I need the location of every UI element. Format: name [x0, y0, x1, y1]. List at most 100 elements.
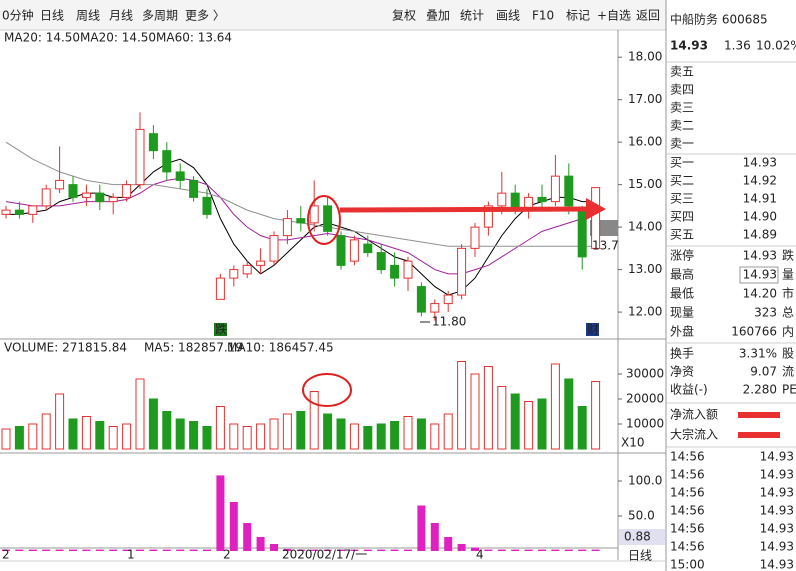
stat-value: 14.93: [743, 268, 777, 282]
y-tick-label: 15.00: [628, 177, 662, 191]
flow-bar: [738, 412, 780, 418]
indicator-bar: [444, 537, 453, 551]
volume-bar: [1, 428, 11, 450]
event-icon: [214, 323, 227, 336]
buy-label: 买二: [670, 174, 694, 188]
candle-body: [564, 175, 574, 207]
tab[interactable]: 月线: [109, 9, 133, 23]
volume-bar: [349, 423, 359, 450]
fund-value: 2.280: [743, 383, 777, 397]
sell-label: 卖五: [670, 65, 694, 79]
indicator-bar: [471, 547, 479, 551]
tab[interactable]: 周线: [76, 9, 100, 23]
highlight-circle: [307, 195, 341, 245]
indicator-bar: [28, 549, 37, 551]
volume-bar: [510, 393, 520, 450]
legend-entry: MA20: 14.50: [4, 31, 80, 45]
tab[interactable]: 日线: [40, 9, 64, 23]
tick-price: 14.93: [760, 540, 794, 554]
tab[interactable]: 日线: [628, 549, 652, 563]
volume-bar: [55, 393, 65, 450]
candle-body: [175, 171, 185, 181]
volume-bar: [323, 413, 333, 450]
buy-label: 买三: [670, 192, 694, 206]
volume-bar: [416, 418, 426, 450]
sell-label: 卖二: [670, 119, 694, 133]
toolbar-button[interactable]: 统计: [460, 9, 484, 23]
indicator-bar: [283, 548, 292, 551]
volume-bar: [282, 413, 292, 450]
y-tick-label: 17.00: [628, 92, 662, 106]
toolbar-button[interactable]: 标记: [566, 9, 590, 23]
y-tick-label: 16.00: [628, 135, 662, 149]
fund-tail: 流: [782, 365, 794, 379]
tick-time: 14:56: [670, 450, 705, 464]
indicator-bar: [551, 549, 560, 551]
candle-body: [1, 209, 11, 215]
tab[interactable]: 多周期: [142, 9, 178, 23]
candle-body: [376, 252, 386, 271]
volume-bar: [403, 416, 413, 450]
candle-body: [470, 226, 480, 249]
highlight-circle: [302, 373, 352, 407]
fund-tail: 股: [782, 347, 794, 361]
volume-bar: [189, 421, 199, 450]
tick-time: 14:56: [670, 468, 705, 482]
toolbar-button[interactable]: 复权: [392, 9, 416, 23]
tick-price: 14.93: [760, 522, 794, 536]
volume-bar: [256, 423, 266, 450]
indicator-bar: [578, 549, 587, 551]
indicator-bar: [310, 549, 319, 551]
indicator-bar: [270, 544, 278, 551]
candle-body: [269, 235, 279, 262]
candle-body: [135, 128, 145, 186]
indicator-bar: [591, 549, 600, 551]
tick-price: 14.93: [760, 486, 794, 500]
low-label: 11.80: [432, 315, 466, 329]
candle-body: [215, 277, 225, 300]
indicator-bar: [109, 549, 118, 551]
toolbar-button[interactable]: 返回: [636, 9, 660, 23]
toolbar-button[interactable]: 画线: [496, 9, 520, 23]
toolbar-button[interactable]: 叠加: [426, 9, 450, 23]
legend-entry: MA10: 186457.45: [227, 341, 334, 355]
volume-bar: [68, 418, 78, 450]
volume-bar: [95, 421, 105, 450]
volume-bar: [242, 426, 252, 450]
stat-label: 最高: [670, 267, 694, 282]
volume-bar: [148, 398, 158, 450]
volume-bar: [497, 386, 507, 450]
tab[interactable]: 更多 〉: [185, 9, 225, 23]
stat-value: 323: [754, 306, 777, 320]
stat-tail: 市: [782, 286, 794, 301]
buy-price: 14.90: [743, 210, 777, 224]
tick-time: 14:56: [670, 486, 705, 500]
volume-bar: [336, 418, 346, 450]
buy-price: 14.89: [743, 228, 777, 242]
fund-label: 净资: [670, 365, 694, 379]
candle-body: [14, 209, 24, 215]
candle-body: [363, 243, 373, 254]
candle-body: [202, 196, 212, 215]
buy-label: 买一: [670, 156, 694, 170]
volume-bar: [577, 406, 587, 450]
toolbar-button[interactable]: F10: [532, 9, 554, 23]
y-tick-label: 30000: [626, 367, 664, 381]
toolbar-button[interactable]: +自选: [597, 9, 631, 23]
indicator-bar: [15, 549, 24, 551]
volume-bar: [122, 423, 132, 450]
y-tick-label: 18.00: [628, 50, 662, 64]
y-tick-label: 14.00: [628, 220, 662, 234]
indicator-bar: [564, 549, 573, 551]
indicator-bar: [524, 549, 533, 551]
x-label: 4: [476, 548, 484, 562]
y-tick-label: 100.0: [628, 474, 662, 488]
y-tick-label: 50.0: [628, 509, 655, 523]
event-icon: [586, 323, 599, 336]
buy-price: 14.92: [743, 174, 777, 188]
stat-value: 160766: [731, 325, 777, 339]
buy-label: 买五: [670, 228, 694, 242]
flow-label: 净流入额: [670, 408, 718, 422]
candle-body: [282, 218, 292, 237]
tab[interactable]: 0分钟: [2, 8, 34, 23]
